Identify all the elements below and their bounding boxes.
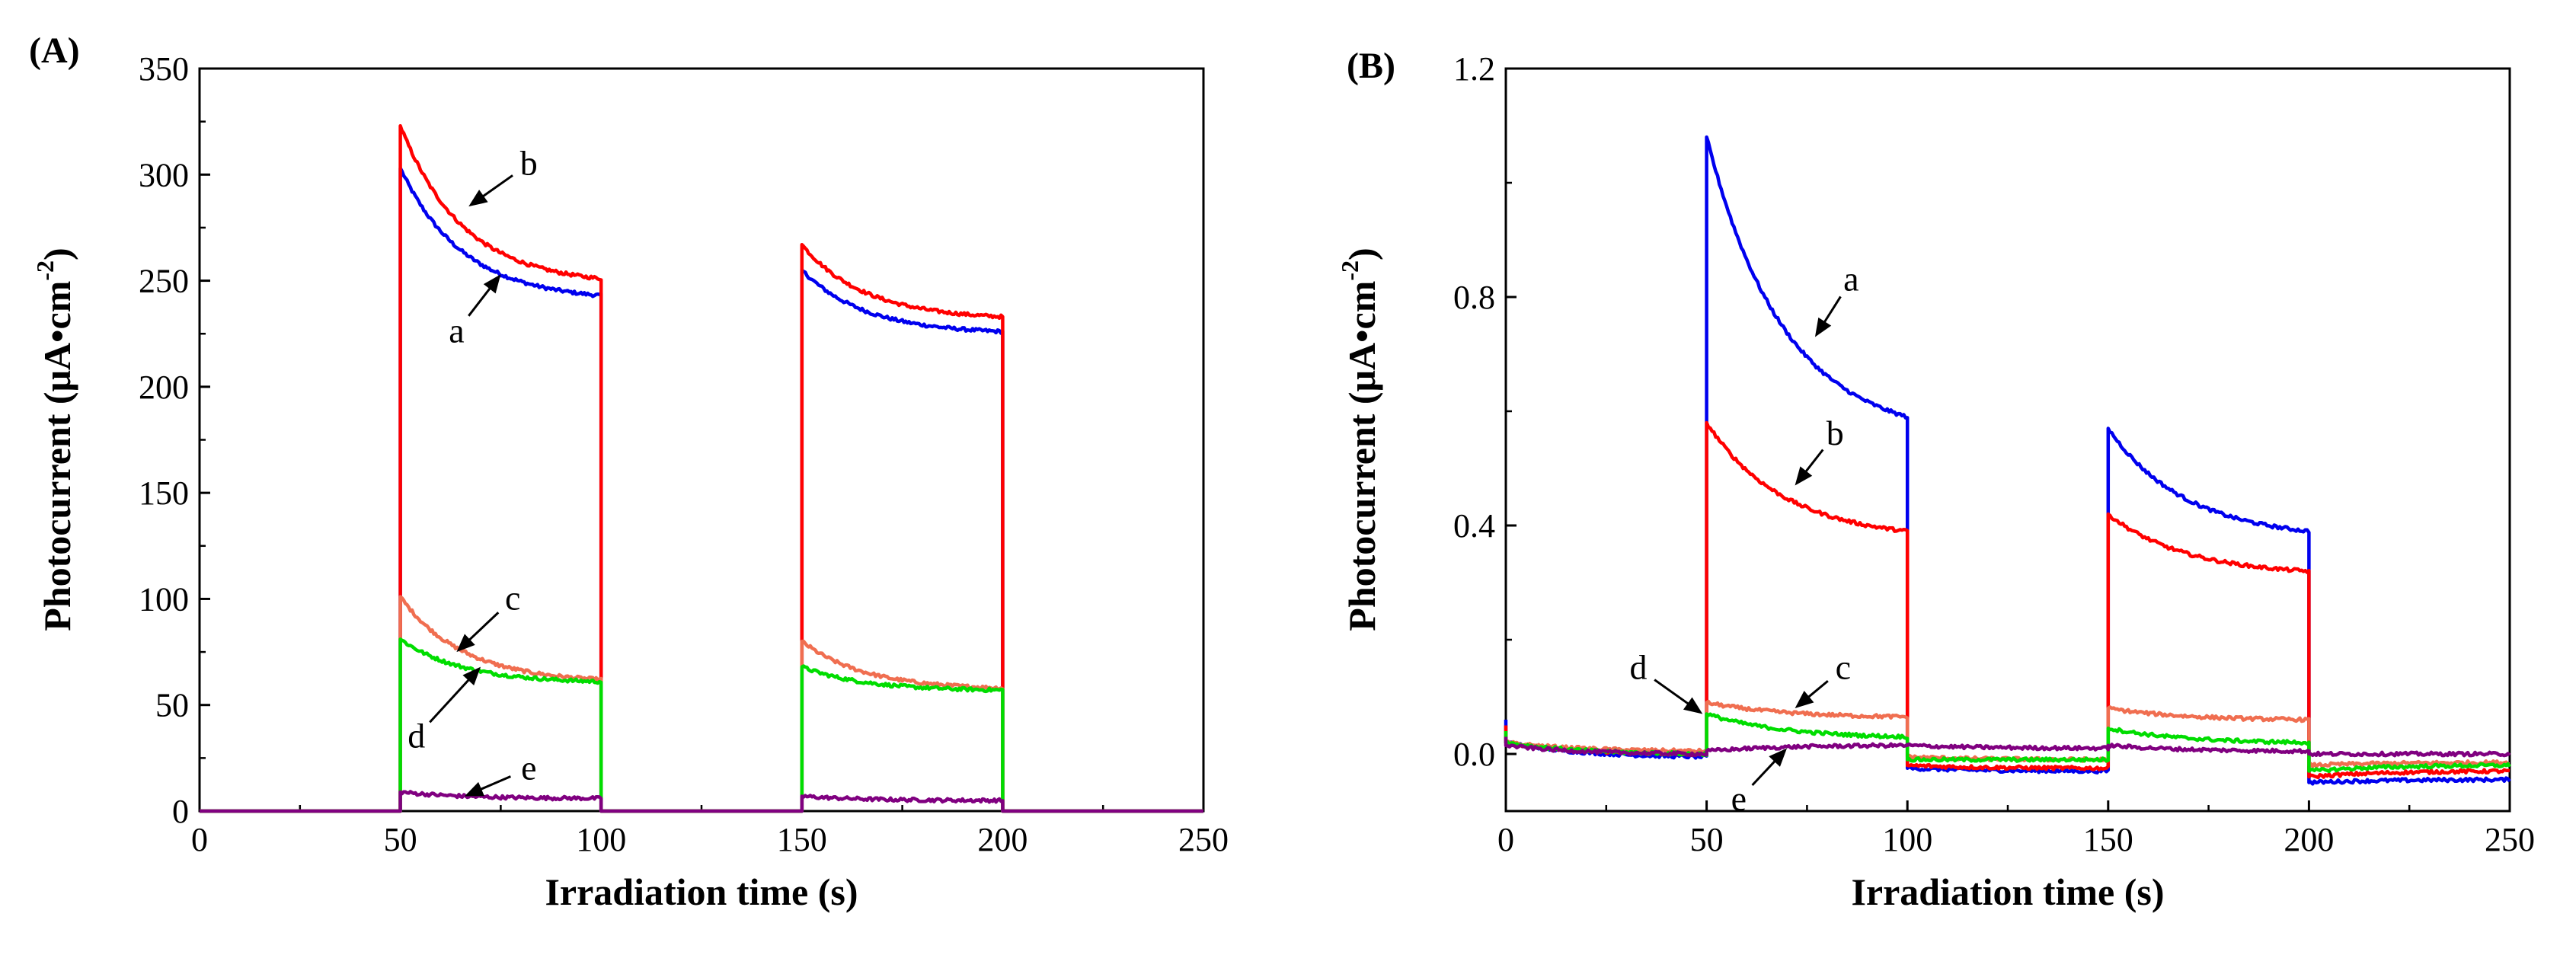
panel-a-ticks: 0 50 100 150 200 250 0 50 100 150 200 250 300 350 bbox=[139, 50, 1229, 858]
panel-b-y-axis-title-sup: -2 bbox=[1336, 260, 1363, 281]
series-b-line bbox=[200, 123, 1203, 813]
panel-a-y-axis-title-sup: -2 bbox=[31, 260, 59, 281]
x-tick-label: 250 bbox=[2485, 821, 2535, 858]
annotation-arrowhead-a bbox=[1814, 317, 1832, 337]
panel-a-x-axis-title: Irradiation time (s) bbox=[545, 870, 858, 913]
annotation-arrowhead-d bbox=[1683, 697, 1703, 714]
annotation-label-e: e bbox=[1731, 779, 1747, 818]
x-tick-label: 150 bbox=[777, 821, 827, 858]
panel-b-label: (B) bbox=[1347, 46, 1395, 86]
annotation-arrowhead-c bbox=[456, 634, 475, 653]
panel-b-series bbox=[1504, 135, 2511, 786]
annotation-arrowhead-a bbox=[483, 274, 501, 294]
annotation-label-d: d bbox=[407, 717, 425, 755]
annotation-arrowhead-b bbox=[468, 190, 488, 207]
panel-b-y-axis-title-main: Photocurrent (μA•cm bbox=[1341, 281, 1383, 631]
y-tick-label: 350 bbox=[139, 50, 189, 88]
panel-a-plot-frame bbox=[198, 67, 1205, 813]
y-tick-label: 1.2 bbox=[1453, 50, 1495, 88]
panel-a-y-axis-title-close: ) bbox=[36, 248, 78, 260]
y-tick-label: 0 bbox=[172, 793, 189, 830]
annotation-label-d: d bbox=[1629, 648, 1647, 687]
x-tick-label: 100 bbox=[1882, 821, 1932, 858]
annotation-arrowhead-e bbox=[1769, 748, 1788, 767]
x-tick-label: 50 bbox=[1690, 821, 1724, 858]
annotation-label-b: b bbox=[520, 143, 538, 182]
panel-b-y-axis-title-close: ) bbox=[1341, 248, 1383, 260]
y-tick-label: 150 bbox=[139, 474, 189, 512]
y-tick-label: 250 bbox=[139, 263, 189, 300]
series-e-line bbox=[1504, 736, 2511, 758]
panel-a-series bbox=[200, 123, 1203, 813]
x-tick-label: 200 bbox=[977, 821, 1028, 858]
x-tick-label: 250 bbox=[1178, 821, 1229, 858]
panel-b-plot-frame bbox=[1504, 67, 2511, 813]
x-tick-label: 0 bbox=[191, 821, 208, 858]
x-tick-label: 150 bbox=[2083, 821, 2133, 858]
annotation-label-a: a bbox=[1843, 260, 1858, 299]
series-e-line bbox=[200, 790, 1203, 813]
y-tick-label: 0.0 bbox=[1453, 736, 1495, 773]
series-d-line bbox=[200, 637, 1203, 813]
panel-a-annotations: a b c d e bbox=[407, 143, 538, 797]
y-tick-label: 200 bbox=[139, 369, 189, 406]
annotation-arrowhead-b bbox=[1795, 466, 1813, 486]
annotation-arrowhead-e bbox=[464, 781, 484, 797]
panel-b-annotations: a b c d e bbox=[1629, 260, 1858, 819]
annotation-label-c: c bbox=[505, 578, 520, 617]
panel-a-label: (A) bbox=[29, 30, 80, 71]
y-tick-label: 50 bbox=[155, 687, 189, 724]
y-tick-label: 300 bbox=[139, 156, 189, 193]
x-tick-label: 200 bbox=[2284, 821, 2334, 858]
annotation-label-b: b bbox=[1827, 414, 1844, 452]
panel-a: (A) 0 50 100 150 200 250 0 50 100 150 200 250 300 350… bbox=[29, 30, 1229, 913]
series-b-line bbox=[1504, 420, 2510, 780]
y-tick-label: 100 bbox=[139, 580, 189, 618]
annotation-label-c: c bbox=[1836, 648, 1851, 687]
annotation-label-e: e bbox=[521, 748, 536, 787]
series-c-line bbox=[200, 595, 1203, 813]
annotation-arrowhead-c bbox=[1795, 690, 1814, 708]
panel-b: (B) 0 50 100 150 200 250 0.0 0.4 0.8 1.2 a b c d e Ir… bbox=[1336, 46, 2535, 913]
x-tick-label: 100 bbox=[576, 821, 626, 858]
series-a-line bbox=[1504, 135, 2511, 786]
x-tick-label: 0 bbox=[1497, 821, 1514, 858]
annotation-label-a: a bbox=[449, 311, 464, 350]
series-a-line bbox=[200, 166, 1203, 813]
annotation-arrowhead-d bbox=[462, 666, 481, 686]
y-tick-label: 0.4 bbox=[1453, 507, 1495, 545]
x-tick-label: 50 bbox=[384, 821, 417, 858]
panel-a-y-axis-title: Photocurrent (μA•cm-2) bbox=[31, 248, 78, 631]
panel-b-x-axis-title: Irradiation time (s) bbox=[1851, 870, 2164, 913]
panel-a-y-axis-title-main: Photocurrent (μA•cm bbox=[36, 281, 78, 631]
panel-b-y-axis-title: Photocurrent (μA•cm-2) bbox=[1336, 248, 1383, 631]
y-tick-label: 0.8 bbox=[1453, 279, 1495, 316]
panel-b-ticks: 0 50 100 150 200 250 0.0 0.4 0.8 1.2 bbox=[1453, 50, 2535, 858]
